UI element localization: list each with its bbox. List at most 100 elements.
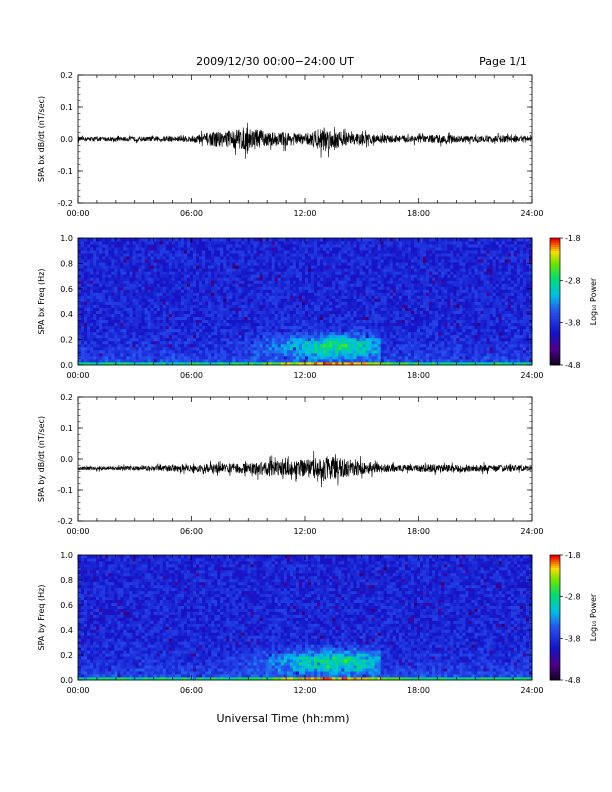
spectrogram-cell: [90, 310, 94, 314]
spectrogram-cell: [311, 313, 315, 318]
spectrogram-cell: [150, 301, 155, 305]
spectrogram-cell: [153, 313, 158, 318]
spectrogram-cell: [353, 346, 357, 351]
spectrogram-cell: [271, 361, 276, 366]
spectrogram-cell: [383, 328, 388, 333]
spectrogram-cell: [202, 286, 206, 290]
spectrogram-cell: [105, 355, 109, 360]
spectrogram-cell: [298, 301, 303, 305]
spectrogram-cell: [416, 268, 421, 272]
spectrogram-cell: [380, 247, 385, 251]
spectrogram-cell: [235, 343, 239, 348]
spectrogram-cell: [271, 256, 276, 260]
spectrogram-cell: [126, 247, 130, 251]
spectrogram-cell: [311, 298, 315, 302]
spectrogram-cell: [147, 283, 152, 287]
spectrogram-cell: [180, 247, 185, 251]
spectrogram-cell: [277, 247, 282, 251]
spectrogram-cell: [401, 349, 406, 354]
spectrogram-cell: [226, 334, 230, 339]
spectrogram-cell: [232, 355, 236, 360]
spectrogram-cell: [120, 343, 124, 348]
spectrogram-cell: [186, 271, 191, 275]
spectrogram-cell: [332, 286, 336, 290]
spectrogram-cell: [413, 358, 418, 363]
spectrogram-cell: [220, 358, 224, 363]
spectrogram-cell: [247, 304, 251, 308]
spectrogram-cell: [211, 358, 215, 363]
spectrogram-cell: [359, 313, 363, 318]
spectrogram-cell: [377, 316, 382, 321]
spectrogram-cell: [335, 262, 339, 266]
spectrogram-cell: [96, 238, 100, 242]
spectrogram-cell: [202, 355, 206, 360]
spectrogram-cell: [156, 331, 161, 336]
spectrogram-cell: [407, 238, 412, 242]
spectrogram-cell: [235, 289, 239, 293]
spectrogram-cell: [214, 358, 218, 363]
spectrogram-cell: [189, 334, 194, 339]
spectrogram-cell: [311, 316, 315, 321]
spectrogram-cell: [314, 253, 318, 257]
spectrogram-cell: [108, 313, 112, 318]
spectrogram-cell: [320, 337, 324, 342]
spectrogram-cell: [365, 310, 369, 314]
spectrogram-cell: [332, 256, 336, 260]
spectrogram-cell: [196, 316, 200, 321]
spectrogram-cell: [90, 361, 94, 366]
spectrogram-cell: [314, 325, 318, 330]
spectrogram-cell: [232, 298, 236, 302]
spectrogram-cell: [368, 274, 372, 278]
spectrogram-cell: [383, 298, 388, 302]
spectrogram-cell: [314, 343, 318, 348]
spectrogram-cell: [117, 277, 121, 281]
spectrogram-cell: [356, 346, 360, 351]
spectrogram-cell: [317, 280, 321, 284]
spectrogram-cell: [217, 256, 221, 260]
spectrogram-cell: [395, 349, 400, 354]
spectrogram-cell: [196, 355, 200, 360]
spectrogram-cell: [277, 316, 282, 321]
spectrogram-cell: [259, 358, 264, 363]
spectrogram-cell: [159, 328, 164, 333]
spectrogram-cell: [268, 304, 273, 308]
spectrogram-cell: [199, 256, 203, 260]
spectrogram-cell: [298, 352, 303, 357]
spectrogram-cell: [320, 277, 324, 281]
spectrogram-cell: [241, 319, 245, 324]
spectrogram-cell: [268, 358, 273, 363]
spectrogram-cell: [87, 286, 91, 290]
spectrogram-cell: [120, 316, 124, 321]
spectrogram-cell: [199, 268, 203, 272]
spectrogram-cell: [99, 352, 103, 357]
spectrogram-cell: [189, 337, 194, 342]
spectrogram-cell: [298, 274, 303, 278]
spectrogram-cell: [223, 337, 227, 342]
spectrogram-cell: [214, 316, 218, 321]
spectrogram-cell: [87, 325, 91, 330]
spectrogram-cell: [268, 307, 273, 311]
spectrogram-cell: [247, 331, 251, 336]
spectrogram-cell: [371, 271, 376, 275]
spectrogram-cell: [250, 274, 254, 278]
spectrogram-cell: [135, 334, 139, 339]
spectrogram-cell: [241, 250, 245, 254]
spectrogram-cell: [126, 325, 130, 330]
spectrogram-cell: [247, 244, 251, 248]
spectrogram-cell: [311, 322, 315, 327]
spectrogram-cell: [144, 238, 149, 242]
spectrogram-cell: [308, 352, 312, 357]
spectrogram-cell: [277, 361, 282, 366]
spectrogram-cell: [277, 268, 282, 272]
spectrogram-cell: [395, 253, 400, 257]
spectrogram-cell: [180, 349, 185, 354]
spectrogram-cell: [335, 304, 339, 308]
spectrogram-cell: [350, 280, 354, 284]
spectrogram-cell: [407, 322, 412, 327]
spectrogram-cell: [114, 253, 118, 257]
spectrogram-cell: [217, 259, 221, 263]
spectrogram-cell: [259, 277, 264, 281]
spectrogram-cell: [84, 286, 88, 290]
spectrogram-cell: [329, 334, 333, 339]
spectrogram-cell: [292, 247, 297, 251]
